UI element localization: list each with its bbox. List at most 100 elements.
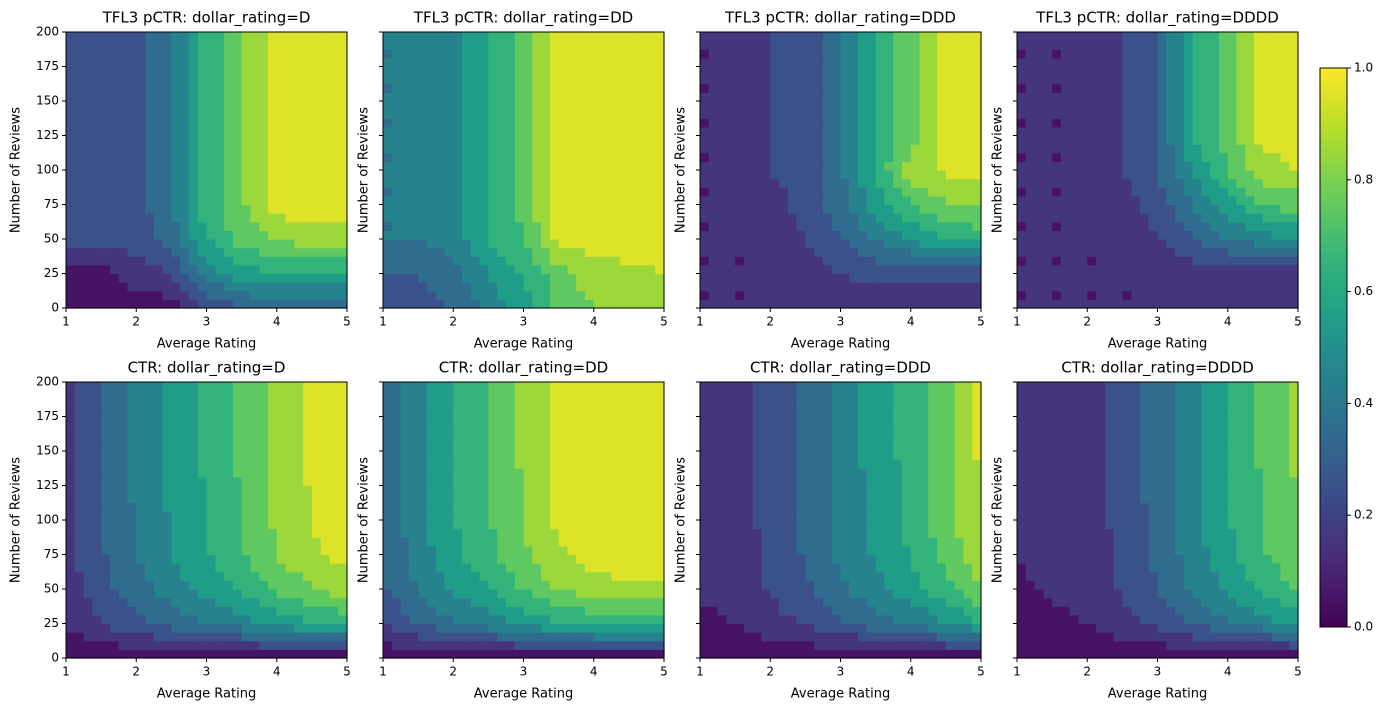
contour-cell	[206, 485, 216, 495]
contour-cell	[1034, 83, 1044, 93]
contour-cell	[1087, 239, 1097, 249]
contour-cell	[267, 92, 278, 102]
contour-cell	[462, 195, 472, 206]
contour-cell	[761, 57, 771, 68]
contour-cell	[180, 264, 190, 275]
contour-cell	[831, 204, 842, 214]
contour-cell	[400, 256, 410, 266]
contour-cell	[1227, 256, 1238, 266]
contour-cell	[735, 57, 745, 68]
contour-cell	[180, 451, 190, 461]
contour-cell	[303, 459, 313, 469]
contour-cell	[814, 135, 824, 145]
contour-cell	[1034, 101, 1044, 111]
contour-cell	[303, 554, 313, 564]
contour-cell	[285, 502, 295, 512]
contour-cell	[814, 66, 824, 76]
contour-cell	[320, 273, 331, 283]
contour-cell	[1175, 57, 1185, 68]
contour-cell	[805, 264, 815, 275]
contour-cell	[241, 649, 252, 659]
contour-cell	[1166, 66, 1176, 76]
contour-cell	[311, 468, 322, 478]
contour-cell	[628, 161, 639, 171]
contour-cell	[1201, 57, 1211, 68]
contour-cell	[206, 623, 216, 633]
contour-cell	[514, 118, 525, 128]
contour-cell	[1078, 118, 1088, 128]
contour-cell	[418, 92, 428, 102]
contour-cell	[796, 101, 806, 111]
contour-cell	[259, 75, 269, 85]
contour-cell	[567, 49, 577, 59]
contour-cell	[1148, 66, 1159, 76]
contour-cell	[1017, 135, 1027, 145]
contour-cell	[444, 213, 454, 223]
contour-cell	[945, 187, 956, 197]
contour-cell	[928, 49, 938, 59]
contour-cell	[822, 230, 833, 240]
contour-cell	[101, 204, 111, 214]
contour-cell	[145, 494, 155, 504]
contour-cell	[74, 49, 85, 59]
contour-cell	[532, 247, 542, 257]
contour-cell	[74, 468, 85, 478]
contour-cell	[919, 135, 929, 145]
contour-cell	[444, 144, 454, 154]
contour-cell	[875, 57, 886, 68]
contour-cell	[752, 118, 763, 128]
contour-cell	[338, 520, 348, 530]
contour-cell	[884, 290, 894, 300]
contour-cell	[717, 66, 727, 76]
contour-cell	[206, 273, 216, 283]
contour-cell	[1254, 264, 1264, 275]
contour-cell	[66, 178, 76, 188]
contour-cell	[1131, 92, 1141, 102]
contour-cell	[409, 109, 419, 119]
contour-cell	[1245, 144, 1255, 154]
contour-cell	[532, 213, 542, 223]
contour-cell	[145, 247, 155, 257]
contour-cell	[206, 221, 216, 231]
contour-cell	[153, 152, 164, 162]
contour-cell	[215, 589, 225, 599]
contour-cell	[796, 109, 806, 119]
contour-cell	[241, 502, 252, 512]
contour-cell	[558, 239, 569, 249]
contour-cell	[779, 40, 789, 50]
contour-cell	[127, 118, 137, 128]
contour-cell	[1201, 230, 1211, 240]
contour-cell	[1192, 264, 1203, 275]
contour-cell	[1087, 66, 1097, 76]
contour-cell	[101, 614, 111, 625]
contour-cell	[1017, 204, 1027, 214]
contour-cell	[1280, 57, 1290, 68]
contour-cell	[329, 299, 339, 309]
contour-cell	[1280, 135, 1290, 145]
contour-cell	[1025, 290, 1036, 300]
contour-cell	[1236, 264, 1246, 275]
contour-cell	[1113, 299, 1123, 309]
contour-cell	[875, 66, 886, 76]
contour-cell	[311, 83, 322, 93]
contour-cell	[1113, 230, 1123, 240]
contour-cell	[849, 152, 859, 162]
contour-cell	[611, 170, 621, 180]
contour-cell	[383, 204, 393, 214]
contour-cell	[241, 135, 252, 145]
contour-cell	[276, 485, 287, 495]
contour-cell	[972, 144, 982, 154]
contour-cell	[109, 92, 120, 102]
contour-cell	[1218, 299, 1229, 309]
contour-cell	[479, 282, 489, 292]
contour-cell	[779, 273, 789, 283]
contour-cell	[83, 144, 93, 154]
contour-cell	[109, 221, 120, 231]
contour-cell	[162, 40, 172, 50]
contour-cell	[400, 118, 410, 128]
contour-cell	[1131, 213, 1141, 223]
contour-cell	[224, 571, 234, 581]
contour-cell	[435, 264, 446, 275]
contour-cell	[197, 468, 208, 478]
contour-cell	[329, 554, 339, 564]
